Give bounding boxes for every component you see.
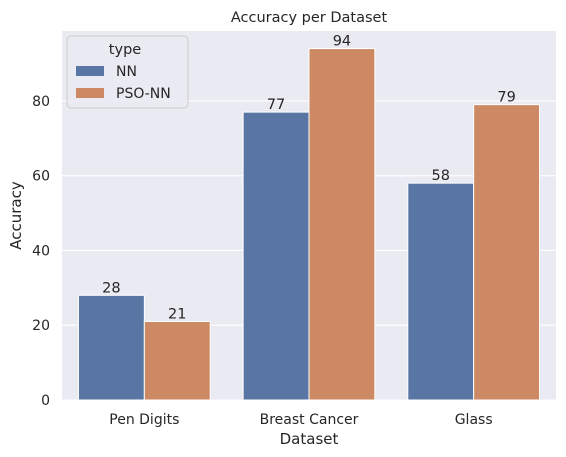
x-axis-title: Dataset: [280, 430, 339, 448]
bar: [242, 111, 310, 401]
bar-value-label: 58: [432, 168, 450, 184]
x-tick-label: Breast Cancer: [260, 412, 359, 428]
bar-value-label: 21: [168, 306, 186, 322]
y-tick-label: 80: [32, 94, 50, 110]
legend-label: NN: [116, 64, 137, 80]
y-axis-title: Accuracy: [7, 181, 25, 250]
bar-value-label: 77: [267, 97, 285, 113]
x-tick-label: Pen Digits: [109, 412, 179, 428]
bar: [308, 48, 376, 401]
chart-title: Accuracy per Dataset: [231, 10, 388, 26]
y-tick-label: 40: [32, 243, 50, 259]
legend-swatch: [76, 66, 104, 76]
bar: [77, 294, 145, 401]
legend: type NN PSO-NN: [66, 35, 189, 109]
legend-label: PSO-NN: [116, 86, 171, 102]
bar: [473, 104, 541, 401]
legend-title: type: [109, 42, 141, 58]
x-tick-label: Glass: [455, 412, 493, 428]
legend-swatch: [76, 88, 104, 98]
bar-value-label: 28: [102, 280, 120, 296]
data-labels: 28 21 77 94 58 79: [102, 34, 516, 323]
bar: [407, 182, 475, 401]
bar-value-label: 94: [333, 34, 351, 50]
y-tick-label: 20: [32, 318, 50, 334]
legend-items: NN PSO-NN: [76, 64, 171, 102]
y-axis-ticks: 0 20 40 60 80: [32, 94, 50, 409]
bars: [77, 48, 541, 401]
y-tick-label: 0: [41, 393, 50, 409]
y-tick-label: 60: [32, 169, 50, 185]
bar-value-label: 79: [497, 90, 515, 106]
x-axis-ticks: Pen Digits Breast Cancer Glass: [109, 412, 492, 428]
bar: [143, 320, 211, 401]
